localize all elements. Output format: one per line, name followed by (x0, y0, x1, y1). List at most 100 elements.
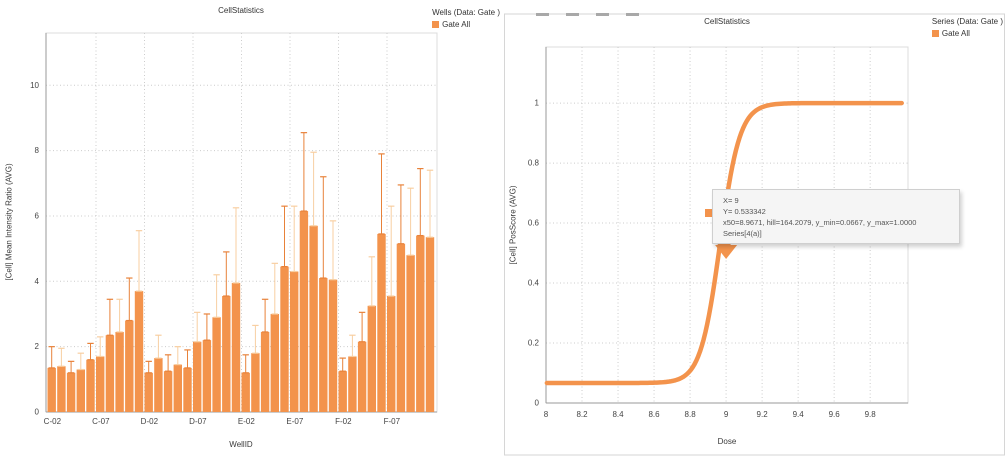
bar[interactable] (134, 291, 144, 412)
legend-item-gate-all[interactable]: Gate All (432, 20, 500, 29)
tooltip-fit-params: x50=8.9671, hill=164.2079, y_min=0.0667,… (723, 218, 917, 227)
y-tick-label: 10 (30, 81, 39, 90)
bar[interactable] (173, 364, 182, 412)
x-tick-label: F-02 (335, 417, 352, 426)
bar[interactable] (251, 353, 260, 412)
bar[interactable] (183, 367, 192, 412)
y-tick-label: 0 (35, 408, 40, 417)
line-chart-legend: Series (Data: Gate ) Gate All (931, 17, 1003, 38)
x-tick-label: 9.6 (829, 410, 841, 419)
bar[interactable] (66, 372, 76, 412)
bar[interactable] (241, 372, 250, 412)
bar[interactable] (280, 266, 289, 412)
x-tick-label: F-07 (384, 417, 401, 426)
tooltip-x-value: X= 9 (723, 196, 739, 205)
legend-item-gate-all[interactable]: Gate All (931, 29, 1003, 38)
bar[interactable] (86, 359, 95, 412)
bar[interactable] (47, 367, 56, 412)
y-tick-label: 0.4 (528, 279, 540, 288)
y-tick-label: 0.2 (528, 339, 540, 348)
panel-border (504, 13, 1005, 456)
y-tick-label: 0.8 (528, 159, 540, 168)
bar[interactable] (144, 372, 153, 412)
bar[interactable] (125, 320, 134, 412)
legend-swatch-icon (432, 21, 440, 28)
x-tick-label: 8.2 (576, 410, 588, 419)
bar[interactable] (57, 366, 66, 412)
legend-item-label: Gate All (442, 20, 471, 29)
x-tick-label: 9.8 (865, 410, 877, 419)
bar-plot-area[interactable]: 0 2 4 6 8 10 C-02 C-07 D-02 D-07 E-02 E-07 F-02 F-07 (0, 0, 503, 457)
line-chart-panel: 0 0.2 0.4 0.6 0.8 1 8 8.2 8.4 8.6 8.8 9 9.2 9.4 9.6 9.8… (503, 0, 1006, 457)
legend-header: Wells (Data: Gate ) (432, 8, 500, 17)
x-tick-label: D-02 (141, 417, 159, 426)
bar[interactable] (154, 358, 163, 412)
y-tick-label: 0.6 (528, 219, 540, 228)
bar[interactable] (377, 233, 386, 412)
y-tick-label: 0 (535, 399, 540, 408)
bar[interactable] (348, 356, 357, 412)
x-tick-label: 9.2 (757, 410, 769, 419)
line-y-axis-label: [Cell] PosScore (AVG) (508, 185, 518, 265)
x-tick-label: E-02 (238, 417, 255, 426)
bar[interactable] (309, 225, 318, 412)
x-tick-label: C-07 (92, 417, 110, 426)
bar[interactable] (212, 317, 221, 412)
bar[interactable] (367, 305, 376, 412)
legend-header: Series (Data: Gate ) (931, 17, 1003, 26)
bar[interactable] (357, 341, 367, 412)
bar[interactable] (338, 371, 347, 412)
bar-chart-legend: Wells (Data: Gate ) Gate All (432, 8, 500, 29)
bar[interactable] (260, 331, 270, 412)
bar[interactable] (406, 255, 415, 412)
bar[interactable] (96, 356, 105, 412)
bar-y-axis-label: [Cell] Mean Intensity Ratio (AVG) (4, 163, 14, 281)
x-tick-label: 8 (544, 410, 549, 419)
y-tick-label: 1 (535, 99, 540, 108)
panel-divider-handle-icon (596, 13, 609, 16)
x-tick-label: C-02 (44, 417, 62, 426)
bar[interactable] (105, 335, 115, 412)
line-x-axis-label: Dose (717, 437, 737, 446)
bar[interactable] (416, 235, 425, 412)
bar[interactable] (387, 296, 396, 412)
bar[interactable] (231, 282, 241, 412)
bar-chart-panel: CellStatistics Wells (Data: Gate ) Gate … (0, 0, 503, 457)
x-tick-label: 8.4 (612, 410, 624, 419)
bar[interactable] (396, 243, 406, 412)
y-tick-label: 2 (35, 342, 40, 351)
bar[interactable] (193, 341, 202, 412)
bar[interactable] (290, 271, 299, 412)
bar[interactable] (115, 331, 124, 412)
x-tick-label: 9 (724, 410, 729, 419)
tooltip-y-value: Y= 0.533342 (723, 207, 766, 216)
y-tick-label: 6 (35, 211, 40, 220)
x-tick-label: D-07 (189, 417, 207, 426)
bar[interactable] (425, 237, 435, 412)
legend-swatch-icon (931, 30, 939, 37)
y-tick-label: 4 (35, 277, 40, 286)
bar[interactable] (299, 211, 309, 412)
x-tick-label: 9.4 (793, 410, 805, 419)
tooltip-series-name: Series[4(a)] (723, 229, 762, 238)
bar[interactable] (76, 369, 85, 412)
y-tick-label: 8 (35, 146, 40, 155)
bar[interactable] (163, 371, 173, 412)
panel-divider-handle-icon (536, 13, 549, 16)
bar[interactable] (222, 296, 231, 412)
bar-chart-title: CellStatistics (218, 6, 264, 15)
bar[interactable] (270, 313, 279, 412)
bar[interactable] (328, 279, 338, 412)
legend-item-label: Gate All (941, 29, 970, 38)
bar[interactable] (202, 340, 212, 412)
data-point-tooltip: X= 9 Y= 0.533342 x50=8.9671, hill=164.20… (712, 189, 960, 244)
panel-divider-handle-icon (626, 13, 639, 16)
x-tick-label: 8.6 (648, 410, 660, 419)
x-tick-label: 8.8 (685, 410, 697, 419)
panel-divider-handle-icon (566, 13, 579, 16)
bar[interactable] (319, 278, 328, 412)
bar-x-axis-label: WellID (229, 440, 253, 449)
x-tick-label: E-07 (286, 417, 303, 426)
curve-point-marker-icon (705, 209, 713, 217)
